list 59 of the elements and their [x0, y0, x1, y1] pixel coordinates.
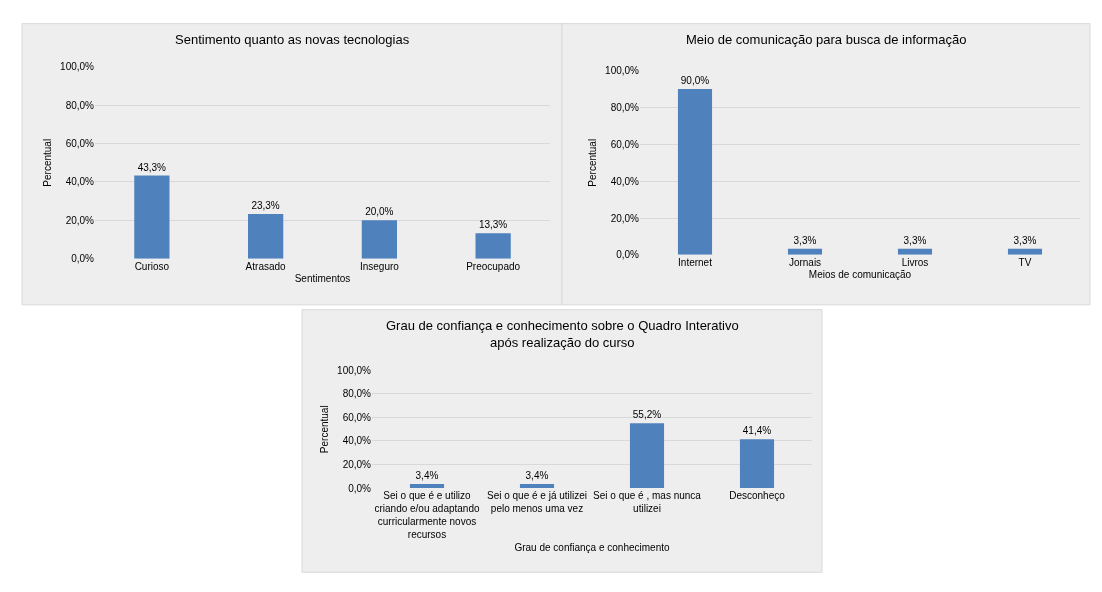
- bar: [247, 214, 284, 259]
- x-tick-label: Preocupado: [466, 260, 521, 272]
- x-tick-label: Jornais: [788, 256, 822, 268]
- y-tick-label: 20,0%: [342, 459, 372, 471]
- y-tick-label: 60,0%: [65, 138, 95, 150]
- y-tick-label: 0,0%: [348, 482, 372, 494]
- data-label: 23,3%: [251, 200, 280, 212]
- x-tick-label: Internet: [678, 256, 713, 268]
- y-tick-label: 80,0%: [342, 388, 372, 400]
- x-axis-title: Sentimentos: [294, 273, 351, 285]
- y-axis-title: Percentual: [319, 405, 331, 454]
- data-label: 90,0%: [680, 75, 710, 87]
- y-tick-label: 40,0%: [65, 176, 95, 188]
- y-axis-title: Percentual: [42, 138, 54, 187]
- x-tick-label: Livros: [901, 256, 929, 268]
- y-tick-label: 0,0%: [71, 253, 95, 265]
- x-tick-label: Curioso: [134, 260, 170, 272]
- x-tick-label: Atrasado: [245, 260, 287, 272]
- x-tick-label: Desconheço: [729, 490, 786, 502]
- chart-title: Grau de confiança e conhecimento sobre o Quadro Interativo após realização do curso: [386, 318, 739, 350]
- y-tick-label: 40,0%: [610, 175, 640, 187]
- y-tick-label: 100,0%: [605, 65, 640, 77]
- data-label: 20,0%: [365, 206, 394, 218]
- x-tick-label: Sei o que é e já utilizei pelo menos uma vez: [486, 490, 588, 515]
- y-tick-label: 60,0%: [610, 138, 640, 150]
- y-tick-label: 0,0%: [616, 249, 640, 261]
- y-tick-label: 20,0%: [65, 214, 95, 226]
- x-tick-label: Sei o que é e utilizo criando e/ou adaptando curricularmente novos recursos: [374, 490, 480, 541]
- bar: [629, 423, 665, 489]
- bar: [409, 484, 445, 489]
- x-tick-label: Sei o que é , mas nunca utilizei: [593, 490, 702, 515]
- y-tick-label: 80,0%: [610, 102, 640, 113]
- data-label: 3,3%: [903, 234, 927, 246]
- data-label: 41,4%: [742, 425, 772, 437]
- y-tick-label: 100,0%: [60, 61, 95, 73]
- bar: [739, 439, 775, 489]
- data-label: 3,3%: [1013, 234, 1037, 246]
- y-tick-label: 40,0%: [342, 435, 372, 447]
- data-label: 55,2%: [632, 409, 662, 421]
- chart-title: Sentimento quanto as novas tecnologias: [175, 32, 410, 47]
- data-label: 13,3%: [478, 219, 508, 231]
- x-tick-label: TV: [1018, 256, 1032, 268]
- bar: [134, 175, 170, 259]
- y-axis-title: Percentual: [587, 138, 599, 187]
- data-label: 3,4%: [415, 470, 439, 482]
- data-label: 3,4%: [525, 470, 549, 482]
- y-tick-label: 60,0%: [342, 411, 372, 423]
- y-tick-label: 80,0%: [65, 99, 95, 111]
- x-axis-title: Grau de confiança e conhecimento: [514, 541, 670, 553]
- y-tick-label: 100,0%: [337, 364, 372, 376]
- x-tick-label: Inseguro: [359, 260, 400, 272]
- bar: [475, 233, 511, 259]
- chart-title: Meio de comunicação para busca de informação: [686, 32, 967, 47]
- data-label: 43,3%: [137, 161, 167, 173]
- bar: [519, 484, 555, 489]
- x-axis-title: Meios de comunicação: [808, 269, 912, 281]
- data-label: 3,3%: [793, 234, 817, 246]
- bar: [361, 220, 398, 259]
- y-tick-label: 20,0%: [610, 212, 640, 224]
